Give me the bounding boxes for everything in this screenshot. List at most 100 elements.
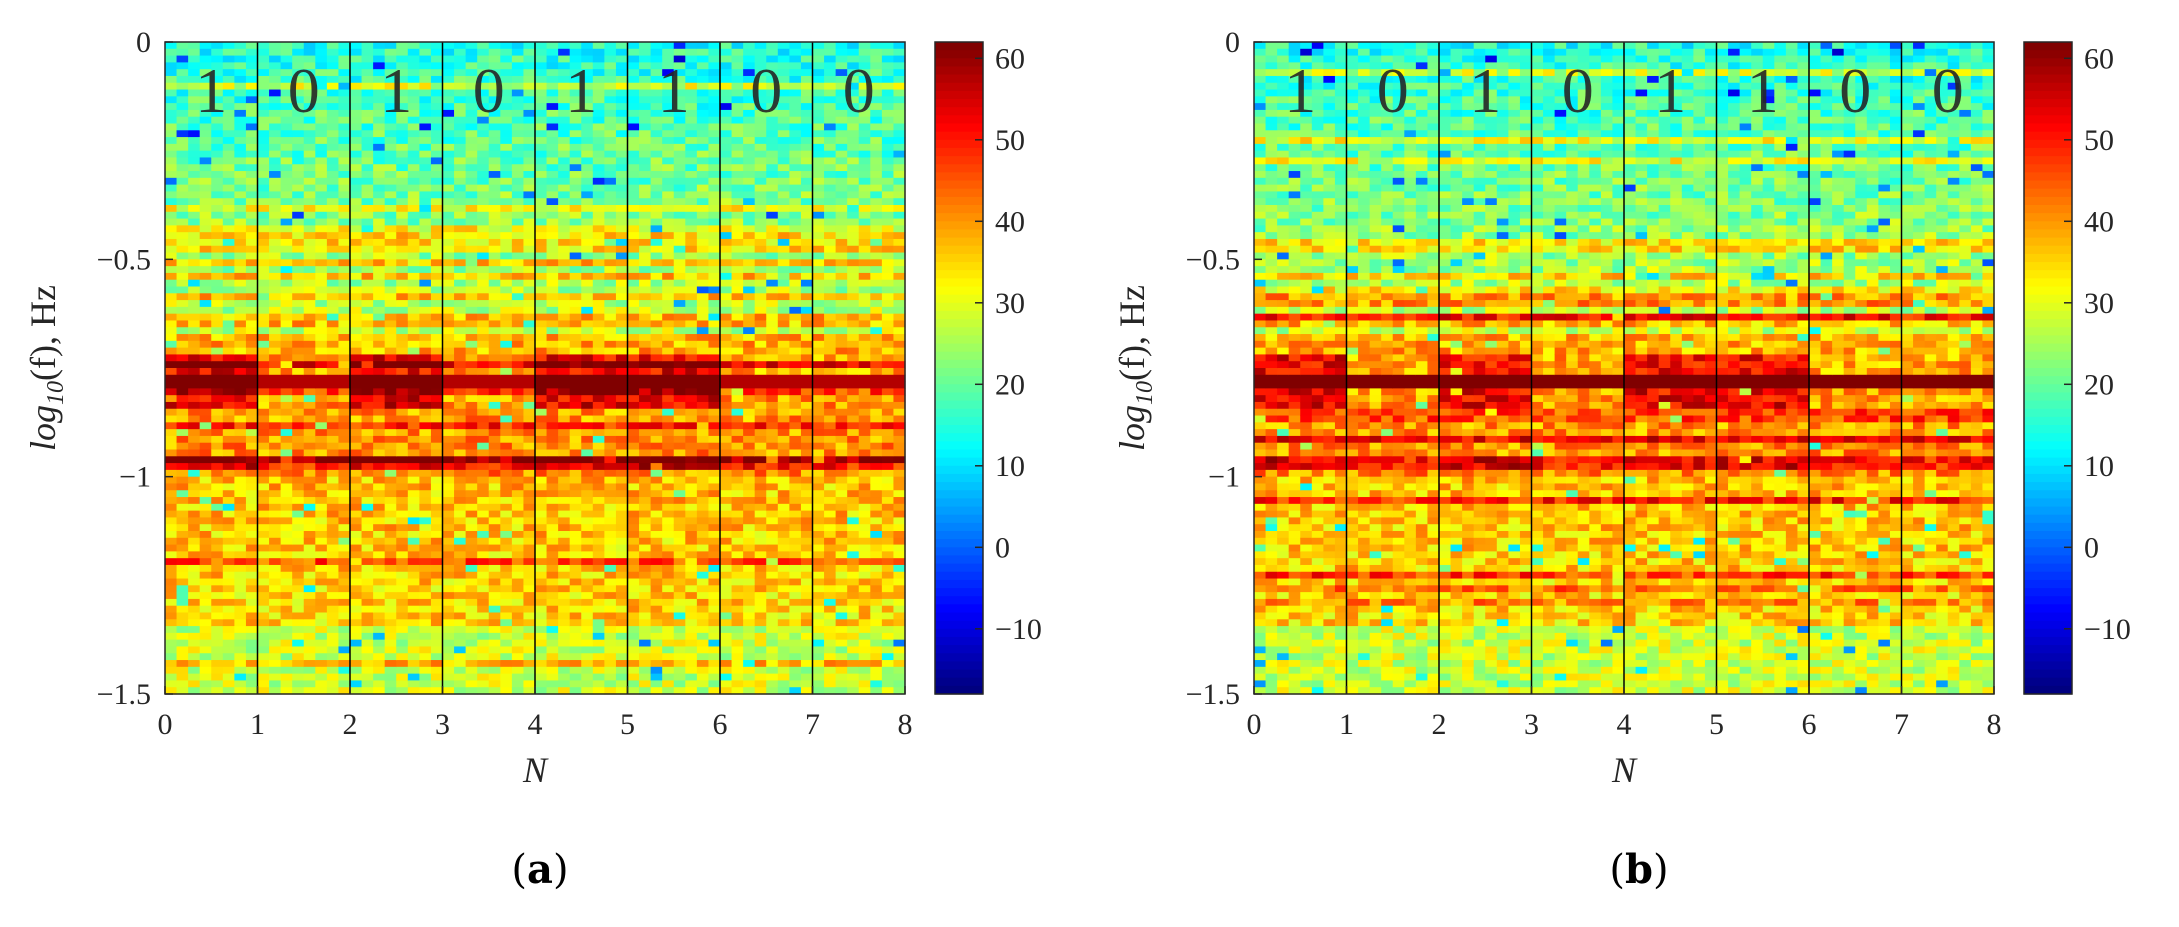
heatmap-cell [292, 143, 305, 152]
heatmap-cell [407, 687, 420, 695]
heatmap-cell [743, 381, 756, 389]
heatmap-cell [188, 116, 201, 125]
heatmap-cell [222, 62, 235, 70]
heatmap-cell [500, 205, 513, 213]
heatmap-cell [407, 639, 420, 648]
heatmap-cell [361, 463, 374, 471]
heatmap-cell [720, 401, 733, 410]
heatmap-cell [535, 82, 548, 91]
heatmap-cell [269, 252, 282, 260]
heatmap-cell [361, 184, 374, 193]
heatmap-cell [627, 476, 640, 485]
heatmap-cell [338, 89, 351, 97]
heatmap-cell [303, 96, 316, 104]
heatmap-cell [650, 408, 663, 417]
heatmap-cell [303, 490, 316, 498]
heatmap-cell [535, 503, 548, 512]
heatmap-cell [511, 429, 525, 437]
heatmap-cell [211, 313, 224, 322]
heatmap-cell [569, 463, 582, 471]
heatmap-cell [546, 157, 559, 165]
heatmap-cell [303, 272, 316, 281]
heatmap-cell [373, 184, 386, 193]
heatmap-cell [754, 252, 767, 260]
heatmap-cell [454, 109, 467, 118]
heatmap-cell [523, 130, 536, 138]
heatmap-cell [234, 666, 247, 675]
heatmap-cell [465, 109, 478, 118]
heatmap-cell [384, 374, 397, 383]
heatmap-cell [454, 354, 467, 362]
heatmap-cell [361, 490, 374, 498]
heatmap-cell [581, 218, 594, 226]
heatmap-cell [650, 157, 663, 165]
heatmap-cell [176, 666, 189, 675]
heatmap-cell [639, 245, 652, 254]
heatmap-cell [199, 361, 212, 369]
heatmap-cell [569, 564, 582, 573]
heatmap-cell [662, 374, 675, 383]
heatmap-cell [500, 374, 513, 383]
heatmap-cell [592, 184, 605, 193]
heatmap-cell [211, 150, 224, 159]
heatmap-cell [315, 368, 328, 376]
heatmap-cell [581, 164, 594, 172]
heatmap-cell [604, 320, 617, 328]
heatmap-cell [535, 347, 548, 356]
heatmap-cell [650, 666, 663, 675]
heatmap-cell [292, 279, 305, 288]
heatmap-cell [743, 266, 756, 274]
heatmap-cell [673, 205, 686, 213]
heatmap-cell [199, 422, 212, 430]
heatmap-cell [430, 354, 444, 362]
heatmap-cell [361, 232, 374, 240]
heatmap-cell [234, 313, 247, 322]
heatmap-cell [303, 123, 316, 131]
heatmap-cell [199, 687, 212, 695]
heatmap-cell [500, 442, 513, 451]
heatmap-cell [303, 306, 316, 315]
heatmap-cell [720, 531, 733, 539]
heatmap-cell [245, 524, 259, 532]
heatmap-cell [211, 340, 224, 349]
heatmap-cell [639, 388, 652, 396]
heatmap-cell [488, 687, 501, 695]
heatmap-cell [280, 578, 293, 586]
heatmap-cell [234, 48, 247, 57]
heatmap-cell [720, 211, 733, 220]
heatmap-cell [488, 75, 501, 84]
heatmap-cell [245, 123, 259, 131]
heatmap-cell [234, 259, 247, 267]
heatmap-cell [627, 449, 640, 457]
heatmap-cell [419, 286, 432, 294]
heatmap-cell [430, 381, 444, 389]
heatmap-cell [465, 157, 478, 165]
heatmap-cell [546, 687, 559, 695]
heatmap-cell [465, 660, 478, 668]
heatmap-cell [396, 327, 409, 335]
heatmap-cell [627, 558, 640, 566]
heatmap-cell [720, 232, 733, 240]
heatmap-cell [350, 191, 363, 199]
heatmap-cell [350, 130, 363, 138]
heatmap-cell [257, 368, 270, 376]
heatmap-cell [546, 660, 559, 668]
heatmap-cell [222, 177, 235, 186]
heatmap-cell [477, 585, 490, 593]
heatmap-cell [280, 96, 293, 104]
heatmap-cell [292, 232, 305, 240]
heatmap-cell [743, 666, 756, 675]
heatmap-cell [731, 632, 744, 641]
heatmap-cell [234, 524, 247, 532]
heatmap-cell [696, 551, 710, 559]
heatmap-cell [430, 510, 444, 519]
heatmap-cell [696, 225, 710, 233]
heatmap-cell [442, 205, 455, 213]
heatmap-cell [407, 272, 420, 281]
heatmap-cell [211, 497, 224, 505]
heatmap-cell [673, 293, 686, 301]
heatmap-cell [211, 449, 224, 457]
heatmap-cell [373, 517, 386, 525]
heatmap-cell [211, 320, 224, 328]
heatmap-cell [165, 238, 178, 247]
